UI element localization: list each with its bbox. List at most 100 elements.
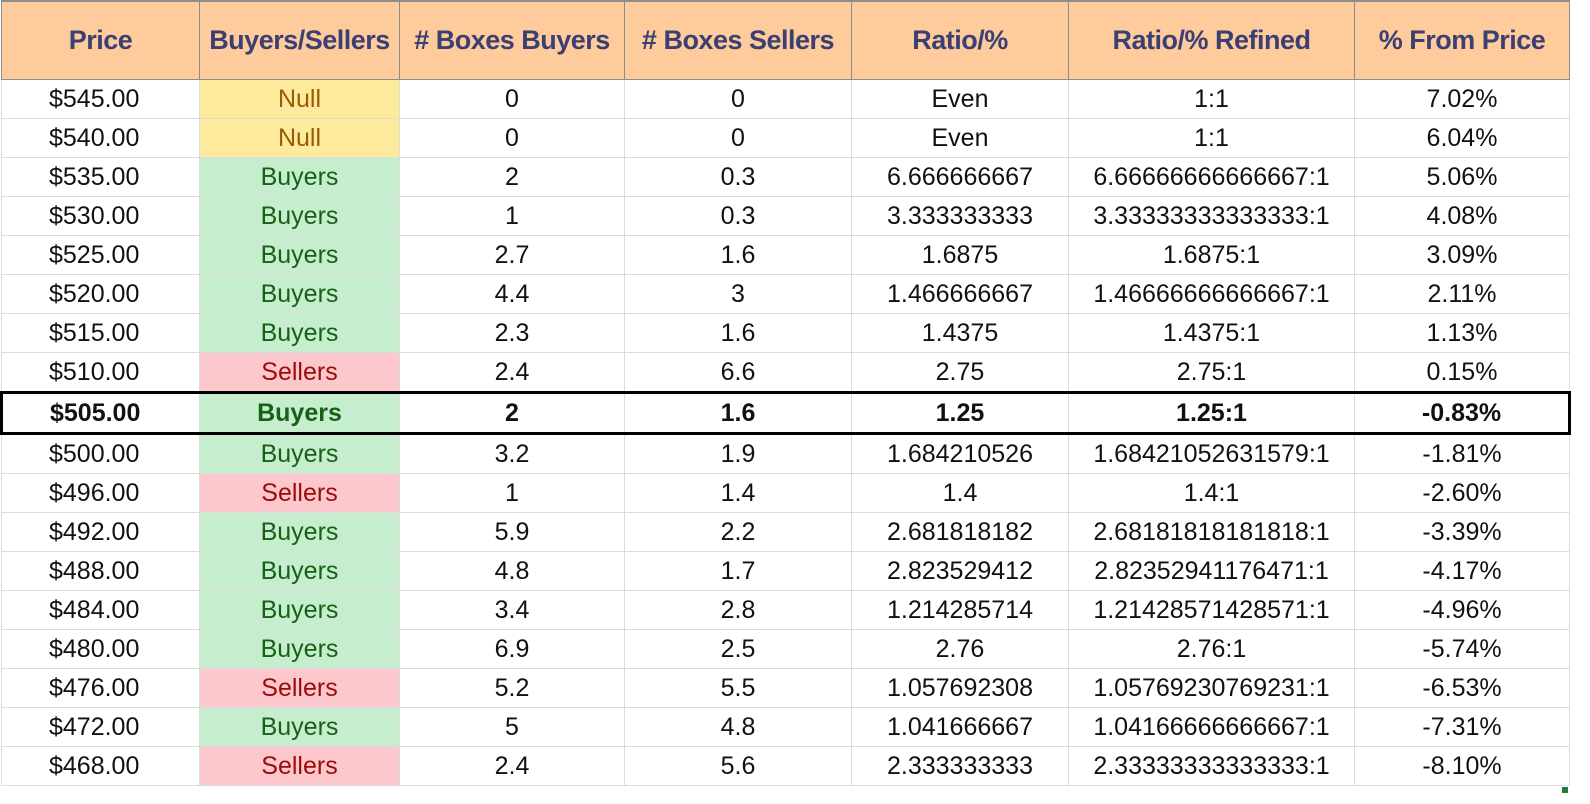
cell-from-price[interactable]: -5.74% (1354, 629, 1570, 669)
cell-buyers-sellers[interactable]: Buyers (199, 551, 400, 591)
cell-boxes-sellers[interactable]: 2.8 (624, 590, 852, 630)
cell-ratio-refined[interactable]: 1.4375:1 (1068, 313, 1355, 353)
cell-buyers-sellers[interactable]: Buyers (199, 707, 400, 747)
cell-from-price[interactable]: 4.08% (1354, 196, 1570, 236)
cell-buyers-sellers[interactable]: Buyers (199, 433, 400, 474)
cell-ratio-refined[interactable]: 1.6875:1 (1068, 235, 1355, 275)
cell-price[interactable]: $545.00 (1, 79, 200, 119)
cell-ratio[interactable]: 1.6875 (851, 235, 1069, 275)
cell-price[interactable]: $500.00 (1, 433, 200, 474)
cell-from-price[interactable]: -3.39% (1354, 512, 1570, 552)
cell-price[interactable]: $476.00 (1, 668, 200, 708)
cell-boxes-sellers[interactable]: 0 (624, 79, 852, 119)
cell-buyers-sellers[interactable]: Buyers (199, 274, 400, 314)
cell-ratio[interactable]: 1.684210526 (851, 433, 1069, 474)
cell-ratio[interactable]: 1.041666667 (851, 707, 1069, 747)
cell-boxes-sellers[interactable]: 0.3 (624, 196, 852, 236)
cell-buyers-sellers[interactable]: Buyers (199, 391, 400, 435)
cell-from-price[interactable]: -6.53% (1354, 668, 1570, 708)
cell-ratio[interactable]: 1.057692308 (851, 668, 1069, 708)
cell-ratio[interactable]: 1.4375 (851, 313, 1069, 353)
cell-buyers-sellers[interactable]: Buyers (199, 629, 400, 669)
cell-buyers-sellers[interactable]: Sellers (199, 746, 400, 786)
cell-boxes-buyers[interactable]: 3.2 (399, 433, 625, 474)
cell-boxes-buyers[interactable]: 0 (399, 118, 625, 158)
cell-ratio[interactable]: 2.75 (851, 352, 1069, 393)
cell-buyers-sellers[interactable]: Sellers (199, 352, 400, 393)
cell-ratio-refined[interactable]: 2.76:1 (1068, 629, 1355, 669)
cell-price[interactable]: $488.00 (1, 551, 200, 591)
cell-boxes-sellers[interactable]: 3 (624, 274, 852, 314)
cell-ratio-refined[interactable]: 2.75:1 (1068, 352, 1355, 393)
header-ratio-refined[interactable]: Ratio/% Refined (1068, 0, 1355, 80)
cell-ratio-refined[interactable]: 3.33333333333333:1 (1068, 196, 1355, 236)
cell-price[interactable]: $530.00 (1, 196, 200, 236)
cell-price[interactable]: $496.00 (1, 473, 200, 513)
cell-boxes-buyers[interactable]: 2 (399, 391, 625, 435)
cell-boxes-buyers[interactable]: 1 (399, 196, 625, 236)
cell-boxes-buyers[interactable]: 2.7 (399, 235, 625, 275)
cell-boxes-buyers[interactable]: 6.9 (399, 629, 625, 669)
cell-from-price[interactable]: 5.06% (1354, 157, 1570, 197)
cell-boxes-sellers[interactable]: 4.8 (624, 707, 852, 747)
cell-ratio[interactable]: 2.76 (851, 629, 1069, 669)
cell-from-price[interactable]: -4.96% (1354, 590, 1570, 630)
cell-price[interactable]: $492.00 (1, 512, 200, 552)
cell-ratio-refined[interactable]: 1.4:1 (1068, 473, 1355, 513)
cell-ratio[interactable]: 2.681818182 (851, 512, 1069, 552)
cell-from-price[interactable]: -4.17% (1354, 551, 1570, 591)
cell-boxes-buyers[interactable]: 5.9 (399, 512, 625, 552)
cell-boxes-buyers[interactable]: 5.2 (399, 668, 625, 708)
cell-from-price[interactable]: 3.09% (1354, 235, 1570, 275)
cell-buyers-sellers[interactable]: Buyers (199, 512, 400, 552)
cell-boxes-sellers[interactable]: 2.5 (624, 629, 852, 669)
cell-from-price[interactable]: 1.13% (1354, 313, 1570, 353)
cell-from-price[interactable]: -2.60% (1354, 473, 1570, 513)
cell-boxes-sellers[interactable]: 0 (624, 118, 852, 158)
cell-boxes-buyers[interactable]: 4.8 (399, 551, 625, 591)
cell-ratio[interactable]: 1.25 (851, 391, 1069, 435)
cell-boxes-sellers[interactable]: 1.7 (624, 551, 852, 591)
cell-boxes-buyers[interactable]: 4.4 (399, 274, 625, 314)
cell-price[interactable]: $484.00 (1, 590, 200, 630)
cell-ratio[interactable]: 1.4 (851, 473, 1069, 513)
cell-price[interactable]: $510.00 (1, 352, 200, 393)
cell-ratio-refined[interactable]: 1.05769230769231:1 (1068, 668, 1355, 708)
cell-boxes-sellers[interactable]: 0.3 (624, 157, 852, 197)
cell-ratio-refined[interactable]: 1:1 (1068, 79, 1355, 119)
cell-boxes-buyers[interactable]: 1 (399, 473, 625, 513)
header-buyers-sellers[interactable]: Buyers/Sellers (199, 0, 400, 80)
cell-ratio[interactable]: 2.333333333 (851, 746, 1069, 786)
cell-boxes-sellers[interactable]: 5.5 (624, 668, 852, 708)
cell-boxes-sellers[interactable]: 1.9 (624, 433, 852, 474)
cell-from-price[interactable]: -7.31% (1354, 707, 1570, 747)
cell-price[interactable]: $540.00 (1, 118, 200, 158)
cell-boxes-buyers[interactable]: 0 (399, 79, 625, 119)
cell-boxes-buyers[interactable]: 2.4 (399, 352, 625, 393)
cell-ratio-refined[interactable]: 1.04166666666667:1 (1068, 707, 1355, 747)
cell-boxes-buyers[interactable]: 3.4 (399, 590, 625, 630)
cell-boxes-sellers[interactable]: 1.6 (624, 391, 852, 435)
header-ratio[interactable]: Ratio/% (851, 0, 1069, 80)
cell-boxes-sellers[interactable]: 1.6 (624, 313, 852, 353)
selection-fill-handle[interactable] (1562, 787, 1568, 793)
cell-buyers-sellers[interactable]: Sellers (199, 473, 400, 513)
cell-from-price[interactable]: -1.81% (1354, 433, 1570, 474)
cell-buyers-sellers[interactable]: Null (199, 79, 400, 119)
cell-ratio-refined[interactable]: 2.33333333333333:1 (1068, 746, 1355, 786)
cell-buyers-sellers[interactable]: Sellers (199, 668, 400, 708)
cell-price[interactable]: $525.00 (1, 235, 200, 275)
cell-price[interactable]: $468.00 (1, 746, 200, 786)
cell-boxes-sellers[interactable]: 1.4 (624, 473, 852, 513)
header-from-price[interactable]: % From Price (1354, 0, 1570, 80)
cell-ratio-refined[interactable]: 2.68181818181818:1 (1068, 512, 1355, 552)
cell-buyers-sellers[interactable]: Buyers (199, 313, 400, 353)
cell-ratio-refined[interactable]: 1.25:1 (1068, 391, 1355, 435)
cell-ratio[interactable]: Even (851, 79, 1069, 119)
cell-ratio-refined[interactable]: 1.46666666666667:1 (1068, 274, 1355, 314)
cell-price[interactable]: $515.00 (1, 313, 200, 353)
cell-ratio-refined[interactable]: 1.21428571428571:1 (1068, 590, 1355, 630)
cell-buyers-sellers[interactable]: Null (199, 118, 400, 158)
cell-boxes-sellers[interactable]: 5.6 (624, 746, 852, 786)
cell-from-price[interactable]: 2.11% (1354, 274, 1570, 314)
